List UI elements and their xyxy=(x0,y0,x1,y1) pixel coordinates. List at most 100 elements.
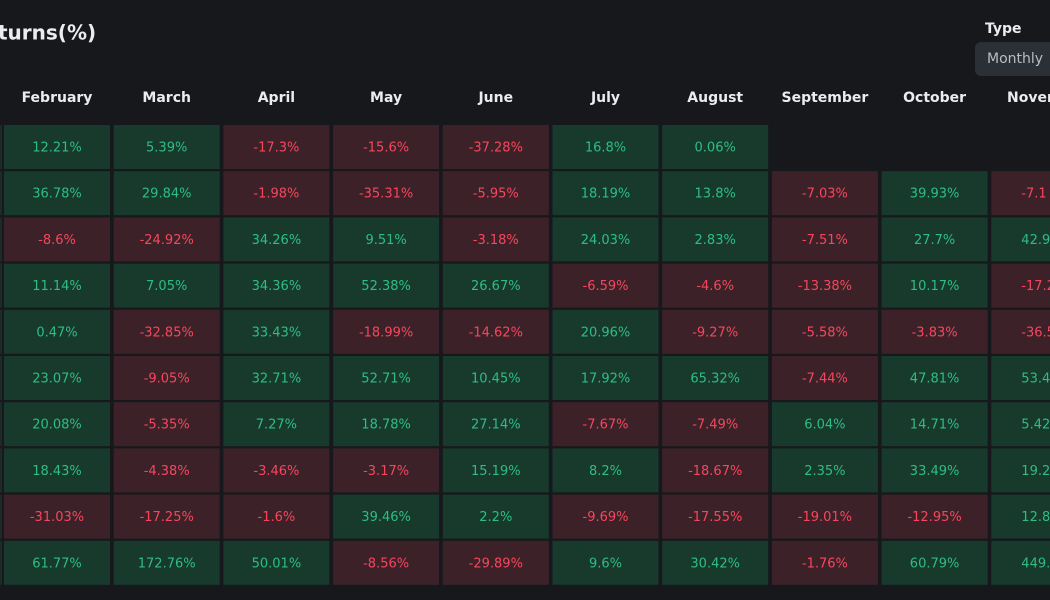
positive-cell xyxy=(4,171,110,216)
partial-cell xyxy=(0,263,2,308)
positive-cell xyxy=(4,540,110,585)
cell-value: 11.14% xyxy=(32,279,82,294)
positive-cell xyxy=(662,171,769,216)
positive-cell xyxy=(771,448,878,493)
cell-value: -3.18% xyxy=(473,233,519,248)
column-header: July xyxy=(590,90,620,106)
partial-cell xyxy=(0,448,2,493)
cell-value: -32.85% xyxy=(140,325,194,340)
cell-value: -1.98% xyxy=(253,187,299,202)
column-header: October xyxy=(903,90,966,106)
positive-cell xyxy=(223,309,330,354)
cell-value: 30.42% xyxy=(690,556,740,571)
positive-cell xyxy=(552,125,659,169)
negative-cell xyxy=(552,494,659,539)
cell-value: -36.5 xyxy=(1021,325,1050,340)
negative-cell xyxy=(662,494,769,539)
type-button[interactable] xyxy=(975,42,1050,76)
cell-value: -7.1 xyxy=(1021,187,1046,202)
negative-cell xyxy=(113,448,220,493)
cell-value: -1.6% xyxy=(258,510,296,525)
partial-cell xyxy=(0,217,2,262)
negative-cell xyxy=(442,309,549,354)
negative-cell xyxy=(113,494,220,539)
cell-value: -12.95% xyxy=(907,510,961,525)
cell-value: -24.92% xyxy=(140,233,194,248)
cell-value: 0.47% xyxy=(36,325,77,340)
negative-cell xyxy=(223,125,330,169)
cell-value: -7.49% xyxy=(692,418,738,433)
cell-value: -9.27% xyxy=(692,325,738,340)
negative-cell xyxy=(991,171,1050,216)
positive-cell xyxy=(442,263,549,308)
positive-cell xyxy=(552,217,659,262)
positive-cell xyxy=(113,125,220,169)
cell-value: -14.62% xyxy=(469,325,523,340)
positive-cell xyxy=(881,356,988,400)
cell-value: 47.81% xyxy=(910,372,960,387)
cell-value: 27.7% xyxy=(914,233,955,248)
cell-value: 39.46% xyxy=(361,510,411,525)
cell-value: -37.28% xyxy=(469,141,523,156)
cell-value: -35.31% xyxy=(359,187,413,202)
cell-value: 6.04% xyxy=(804,418,845,433)
positive-cell xyxy=(881,540,988,585)
column-header: February xyxy=(22,90,93,106)
negative-cell xyxy=(771,263,878,308)
negative-cell xyxy=(333,171,440,216)
cell-value: 33.49% xyxy=(910,464,960,479)
cell-value: -8.6% xyxy=(38,233,76,248)
cell-value: 23.07% xyxy=(32,372,82,387)
cell-value: 12.8 xyxy=(1021,510,1050,525)
positive-cell xyxy=(223,402,330,447)
cell-value: -18.67% xyxy=(688,464,742,479)
negative-cell xyxy=(442,125,549,169)
positive-cell xyxy=(4,356,110,400)
negative-cell xyxy=(991,309,1050,354)
positive-cell xyxy=(223,217,330,262)
cell-value: 14.71% xyxy=(910,418,960,433)
cell-value: -17.55% xyxy=(688,510,742,525)
cell-value: 13.8% xyxy=(695,187,736,202)
cell-value: 65.32% xyxy=(690,372,740,387)
cell-value: 12.21% xyxy=(32,141,82,156)
cell-value: -5.95% xyxy=(473,187,519,202)
positive-cell xyxy=(552,356,659,400)
cell-value: 10.17% xyxy=(910,279,960,294)
negative-cell xyxy=(881,494,988,539)
cell-value: 52.38% xyxy=(361,279,411,294)
cell-value: 18.43% xyxy=(32,464,82,479)
cell-value: -18.99% xyxy=(359,325,413,340)
partial-cell xyxy=(0,171,2,216)
positive-cell xyxy=(552,540,659,585)
positive-cell xyxy=(113,263,220,308)
cell-value: 16.8% xyxy=(585,141,626,156)
cell-value: -4.38% xyxy=(144,464,190,479)
cell-value: 5.39% xyxy=(146,141,187,156)
type-button-text[interactable]: Monthly xyxy=(987,51,1043,67)
cell-value: 7.05% xyxy=(146,279,187,294)
positive-cell xyxy=(4,309,110,354)
positive-cell xyxy=(991,540,1050,585)
positive-cell xyxy=(662,540,769,585)
negative-cell xyxy=(771,494,878,539)
negative-cell xyxy=(442,540,549,585)
negative-cell xyxy=(442,217,549,262)
cell-value: -17.3% xyxy=(253,141,299,156)
cell-value: 18.19% xyxy=(581,187,631,202)
cell-value: 50.01% xyxy=(252,556,302,571)
cell-value: -5.58% xyxy=(802,325,848,340)
column-header: March xyxy=(142,90,191,106)
negative-cell xyxy=(113,309,220,354)
positive-cell xyxy=(4,402,110,447)
partial-cell xyxy=(0,125,2,169)
positive-cell xyxy=(662,356,769,400)
cell-value: 9.6% xyxy=(589,556,622,571)
negative-cell xyxy=(881,309,988,354)
negative-cell xyxy=(333,125,440,169)
cell-value: 10.45% xyxy=(471,372,521,387)
negative-cell xyxy=(771,540,878,585)
cell-value: 18.78% xyxy=(361,418,411,433)
cell-value: -7.51% xyxy=(802,233,848,248)
